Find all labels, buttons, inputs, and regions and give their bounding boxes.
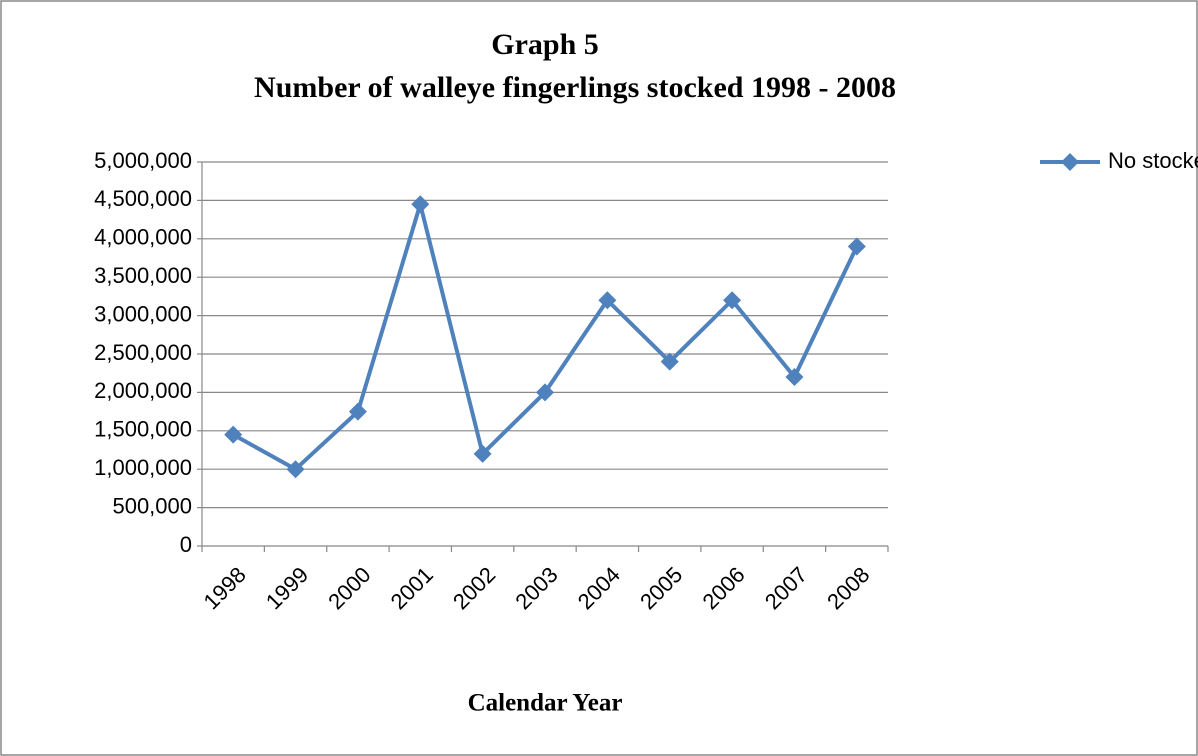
- y-tick-label: 4,000,000: [94, 225, 192, 250]
- data-marker: [348, 402, 367, 421]
- data-marker: [847, 237, 866, 256]
- data-marker: [785, 368, 804, 387]
- data-marker: [411, 195, 430, 214]
- data-marker: [723, 291, 742, 310]
- y-tick-label: 2,500,000: [94, 340, 192, 365]
- y-tick-label: 5,000,000: [94, 148, 192, 173]
- y-tick-label: 2,000,000: [94, 378, 192, 403]
- legend-marker: [1061, 153, 1079, 171]
- y-tick-label: 3,000,000: [94, 301, 192, 326]
- chart-title: Graph 5: [491, 28, 599, 61]
- legend-label: No stocked: [1108, 148, 1198, 173]
- data-marker: [286, 460, 305, 479]
- x-axis-label: Calendar Year: [468, 690, 623, 717]
- y-tick-label: 1,000,000: [94, 455, 192, 480]
- y-tick-label: 4,500,000: [94, 186, 192, 211]
- data-marker: [224, 425, 243, 444]
- y-tick-label: 1,500,000: [94, 417, 192, 442]
- data-marker: [536, 383, 554, 402]
- data-marker: [473, 444, 492, 463]
- data-marker: [598, 291, 617, 310]
- y-tick-label: 500,000: [112, 493, 192, 518]
- chart-subtitle: Number of walleye fingerlings stocked 19…: [254, 71, 896, 104]
- data-marker: [660, 352, 679, 371]
- y-tick-label: 3,500,000: [94, 263, 192, 288]
- y-tick-label: 0: [180, 532, 192, 557]
